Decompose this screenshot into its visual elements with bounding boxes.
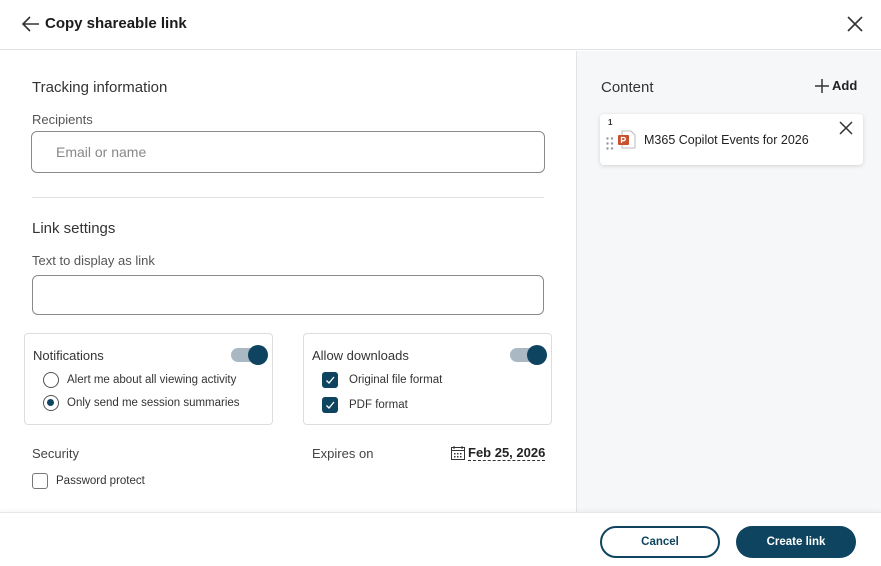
notifications-card: Notifications Alert me about all viewing… <box>24 333 273 425</box>
add-label: Add <box>832 78 858 93</box>
notifications-label: Notifications <box>33 348 104 363</box>
option-label: Original file format <box>349 374 443 386</box>
dialog-header: Copy shareable link <box>0 0 881 50</box>
plus-icon <box>815 78 829 93</box>
notifications-toggle[interactable] <box>231 345 268 365</box>
divider <box>32 197 544 198</box>
drag-handle-icon[interactable] <box>606 137 614 150</box>
display-text-input[interactable] <box>32 275 544 315</box>
dialog-footer: Cancel Create link <box>0 512 881 566</box>
option-label: Password protect <box>56 475 145 487</box>
tracking-heading: Tracking information <box>32 79 168 96</box>
display-text-label: Text to display as link <box>32 253 155 268</box>
content-panel: Content Add 1 M365 Copilot Events for 20… <box>576 51 881 512</box>
close-icon[interactable] <box>845 14 865 34</box>
item-index: 1 <box>608 118 613 127</box>
powerpoint-file-icon <box>618 130 636 149</box>
expiry-date: Feb 25, 2026 <box>468 445 546 461</box>
recipients-input[interactable] <box>31 131 545 173</box>
downloads-card: Allow downloads Original file format PDF… <box>303 333 552 425</box>
expires-label: Expires on <box>312 446 374 461</box>
dialog-title: Copy shareable link <box>45 15 187 32</box>
item-name: M365 Copilot Events for 2026 <box>644 133 809 147</box>
downloads-label: Allow downloads <box>312 348 409 363</box>
expiry-date-picker[interactable]: Feb 25, 2026 <box>450 445 546 461</box>
content-heading: Content <box>601 79 654 96</box>
create-link-button[interactable]: Create link <box>736 526 856 558</box>
option-label: Only send me session summaries <box>67 397 240 409</box>
link-form: Tracking information Recipients Link set… <box>0 51 576 512</box>
radio-button[interactable] <box>43 372 59 388</box>
add-content-button[interactable]: Add <box>815 78 857 93</box>
remove-item-icon[interactable] <box>839 121 853 135</box>
option-label: Alert me about all viewing activity <box>67 374 237 386</box>
link-settings-heading: Link settings <box>32 220 116 237</box>
radio-session-summaries[interactable]: Only send me session summaries <box>43 395 240 411</box>
radio-alert-all[interactable]: Alert me about all viewing activity <box>43 372 236 388</box>
checkmark-icon[interactable] <box>322 372 338 388</box>
cancel-button[interactable]: Cancel <box>600 526 720 558</box>
checkbox-original-format[interactable]: Original file format <box>322 372 442 388</box>
calendar-icon <box>451 446 465 460</box>
checkbox[interactable] <box>32 473 48 489</box>
password-protect-checkbox[interactable]: Password protect <box>32 473 145 489</box>
downloads-toggle[interactable] <box>510 345 547 365</box>
radio-button[interactable] <box>43 395 59 411</box>
checkmark-icon[interactable] <box>322 397 338 413</box>
security-label: Security <box>32 446 79 461</box>
recipients-label: Recipients <box>32 112 93 127</box>
arrow-left-icon[interactable] <box>20 13 42 35</box>
checkbox-pdf-format[interactable]: PDF format <box>322 397 408 413</box>
content-item[interactable]: 1 M365 Copilot Events for 2026 <box>600 114 863 165</box>
option-label: PDF format <box>349 399 408 411</box>
